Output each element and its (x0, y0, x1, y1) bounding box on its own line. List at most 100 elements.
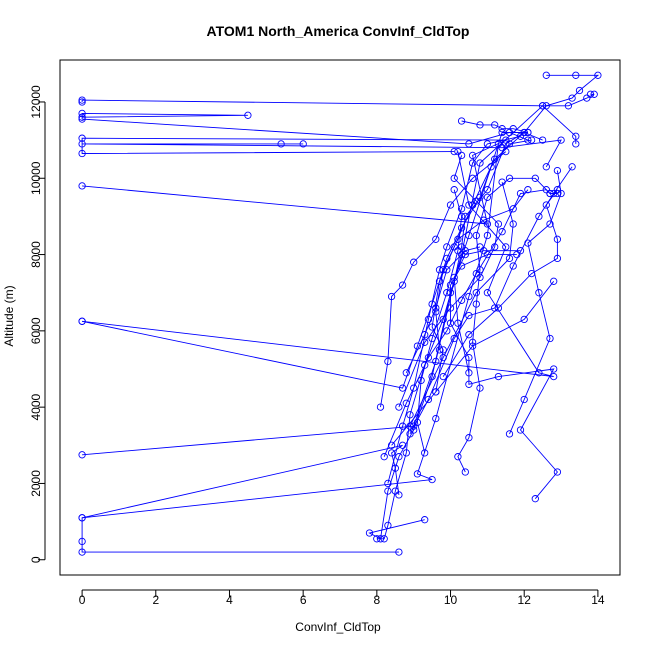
series-line (82, 139, 532, 389)
data-point (457, 117, 466, 125)
data-point (568, 163, 576, 171)
data-point (454, 453, 462, 461)
series-line (82, 139, 562, 168)
series-line (383, 189, 551, 457)
data-point (524, 186, 532, 194)
data-point (465, 380, 473, 388)
chart-title: ATOM1 North_America ConvInf_CldTop (207, 23, 470, 39)
data-point (590, 90, 598, 98)
data-point (465, 292, 473, 301)
data-point (446, 201, 455, 209)
y-tick-label: 10000 (29, 161, 43, 195)
y-axis: 0 2000 4000 6000 8000 10000 12000 (29, 85, 46, 563)
data-point (542, 163, 550, 171)
series-line (387, 135, 521, 484)
data-point (505, 174, 514, 182)
data-point (583, 94, 591, 102)
data-point (505, 254, 514, 263)
data-point (78, 548, 86, 556)
data-point (524, 128, 532, 137)
series-line (409, 181, 514, 427)
data-point (468, 201, 477, 209)
data-point (568, 94, 576, 102)
data-point (472, 289, 480, 297)
data-point (432, 304, 440, 312)
data-point (557, 136, 565, 144)
data-point (402, 399, 410, 407)
x-tick-label: 6 (300, 593, 307, 607)
data-point (387, 441, 396, 449)
data-point (483, 140, 492, 148)
data-point (476, 159, 484, 167)
data-point (443, 289, 451, 297)
data-point (465, 311, 473, 320)
data-point (365, 529, 374, 537)
data-point (78, 96, 86, 104)
data-point (586, 90, 595, 98)
data-point (483, 289, 492, 297)
data-point (439, 315, 447, 324)
x-tick-label: 8 (373, 593, 380, 607)
series-group (78, 71, 602, 556)
data-point (78, 182, 86, 190)
data-point (472, 269, 480, 278)
data-point (465, 434, 473, 442)
data-point (428, 334, 436, 343)
data-point (402, 369, 410, 377)
data-point (421, 338, 429, 346)
data-point (424, 353, 433, 362)
data-point (402, 449, 410, 457)
data-point (446, 281, 455, 289)
data-point (553, 186, 562, 194)
data-point (498, 125, 506, 133)
data-point (457, 296, 466, 304)
data-point (572, 132, 580, 140)
data-point (516, 247, 525, 255)
data-point (535, 212, 543, 221)
data-point (505, 430, 514, 438)
data-point (520, 395, 528, 404)
data-point (465, 201, 473, 209)
series-line (81, 112, 529, 145)
data-point (494, 140, 503, 148)
series-line (81, 143, 499, 553)
data-point (435, 277, 444, 285)
data-point (572, 140, 580, 148)
data-point (454, 247, 462, 255)
data-point (557, 189, 565, 198)
data-point (480, 247, 488, 255)
data-point (435, 346, 444, 354)
data-point (424, 395, 433, 404)
data-point (513, 250, 521, 259)
data-point (531, 495, 539, 503)
data-point (476, 273, 484, 282)
x-axis: 0 2 4 6 8 10 12 14 (79, 589, 605, 607)
data-point (395, 491, 403, 499)
data-point (78, 109, 86, 118)
data-point (457, 205, 466, 213)
data-point (520, 315, 528, 324)
data-point (468, 342, 477, 350)
data-point (546, 189, 554, 198)
data-point (498, 128, 506, 137)
data-point (299, 140, 307, 148)
series-line (368, 132, 528, 540)
data-point (443, 243, 451, 251)
series-line (82, 444, 403, 519)
data-point (553, 166, 562, 175)
data-point (395, 548, 403, 556)
data-point (468, 159, 477, 167)
series-line (398, 155, 499, 408)
data-point (516, 132, 525, 140)
data-point (542, 186, 550, 194)
data-point (594, 71, 602, 79)
data-point (78, 537, 86, 546)
data-point (395, 453, 403, 461)
data-point (384, 487, 392, 495)
data-point (384, 357, 392, 366)
data-point (78, 98, 86, 106)
series-line (457, 177, 558, 473)
data-point (277, 140, 285, 148)
data-point (78, 451, 86, 459)
